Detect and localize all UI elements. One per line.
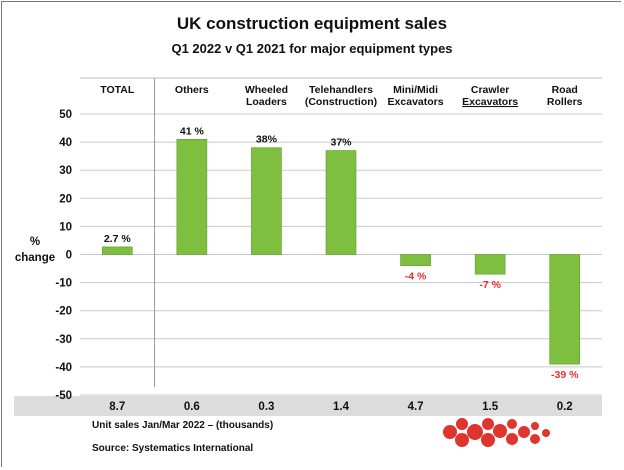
- unit-sales-band: [14, 396, 602, 416]
- category-label: (Construction): [305, 96, 377, 108]
- bar: [400, 254, 431, 267]
- category-label: Excavators: [388, 96, 444, 108]
- data-label: 41 %: [180, 125, 205, 137]
- bar: [176, 138, 208, 255]
- y-tick-label: 10: [59, 221, 72, 233]
- logo-dot: [542, 429, 550, 437]
- category-label: Crawler: [471, 84, 510, 96]
- logo-dot: [481, 433, 495, 447]
- bar: [101, 246, 133, 255]
- logo-dot: [506, 433, 518, 445]
- unit-sales-value: 1.5: [482, 401, 499, 413]
- unit-sales-value: 0.2: [557, 401, 573, 413]
- data-label: -4 %: [405, 271, 427, 283]
- data-label: -7 %: [479, 279, 501, 291]
- logo-dot: [507, 419, 517, 429]
- logo-dot: [482, 418, 494, 430]
- y-tick-label: -10: [55, 278, 72, 290]
- bar: [325, 150, 357, 255]
- unit-sales-value: 1.4: [333, 401, 350, 413]
- unit-sales-value: 0.3: [258, 401, 274, 413]
- y-tick-label: 40: [59, 137, 72, 149]
- category-label: Loaders: [246, 96, 287, 108]
- chart-subtitle: Q1 2022 v Q1 2021 for major equipment ty…: [171, 41, 452, 56]
- bars: [101, 138, 581, 365]
- category-label: Road: [552, 84, 578, 96]
- bar: [251, 147, 282, 255]
- unit-sales-row: 8.7 0.6 0.3 1.4 4.7 1.5 0.2: [109, 401, 572, 413]
- y-tick-label: -40: [55, 362, 72, 374]
- logo-dot: [455, 433, 469, 447]
- data-label: 2.7 %: [104, 233, 132, 245]
- data-label: 38%: [256, 134, 278, 146]
- y-tick-label: 50: [59, 109, 72, 121]
- logo-dot: [530, 434, 540, 444]
- unit-sales-note: Unit sales Jan/Mar 2022 – (thousands): [92, 420, 273, 431]
- y-tick-label: -20: [55, 306, 72, 318]
- category-label: Others: [175, 84, 209, 96]
- logo-dot: [531, 422, 539, 430]
- category-label: Wheeled: [245, 84, 288, 96]
- category-label: Telehandlers: [309, 84, 373, 96]
- y-tick-label: 20: [59, 193, 72, 205]
- bar: [549, 254, 581, 365]
- y-tick-label: -30: [55, 334, 72, 346]
- y-axis-label-line2: change: [15, 252, 55, 264]
- data-label: 37%: [330, 137, 352, 149]
- logo-dot: [467, 424, 483, 440]
- category-label: Mini/Midi: [393, 84, 438, 96]
- y-tick-label: 0: [66, 250, 72, 262]
- unit-sales-value: 4.7: [408, 401, 424, 413]
- logo-dot: [493, 424, 507, 438]
- data-label: -39 %: [551, 369, 579, 381]
- y-axis-label-line1: %: [30, 236, 40, 248]
- logo-dot: [443, 425, 457, 439]
- systematics-logo: [443, 418, 550, 447]
- logo-dot: [456, 418, 468, 430]
- y-tick-label: 30: [59, 165, 72, 177]
- unit-sales-value: 8.7: [109, 401, 125, 413]
- chart-title: UK construction equipment sales: [177, 14, 447, 33]
- bar: [474, 254, 506, 275]
- source-note: Source: Systematics International: [92, 443, 253, 454]
- value-labels: 2.7 % 41 % 38% 37% -4 % -7 % -39 %: [104, 125, 579, 381]
- category-label: TOTAL: [100, 84, 135, 96]
- unit-sales-value: 0.6: [184, 401, 200, 413]
- category-label: Excavators: [462, 96, 518, 108]
- y-axis-ticks: 50 40 30 20 10 0 -10 -20 -30 -40 -50: [55, 109, 72, 402]
- logo-dot: [518, 426, 530, 438]
- y-tick-label: -50: [55, 390, 72, 402]
- category-label: Rollers: [547, 96, 583, 108]
